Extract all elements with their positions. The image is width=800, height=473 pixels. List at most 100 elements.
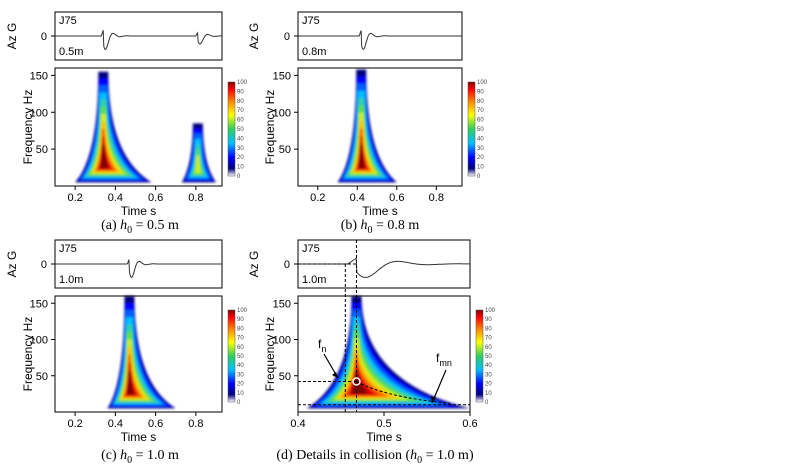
panel-caption: (b) h0 = 0.8 m (341, 218, 420, 236)
panel-caption: (d) Details in collision (h0 = 1.0 m) (276, 448, 474, 466)
time-axis-label: Time s (121, 204, 157, 218)
spectrogram-frame (54, 67, 223, 187)
spectrogram-blobs (107, 296, 176, 409)
caption-var: h (120, 448, 127, 463)
frequency-axis-label: Frequency Hz (263, 90, 277, 165)
caption-prefix: (a) (101, 218, 120, 233)
sensor-label: J75 (302, 243, 320, 255)
xtick-label: 0.8 (429, 192, 444, 204)
colorbar-tick-label: 30 (485, 372, 492, 378)
colorbar-tick-label: 0 (237, 400, 241, 406)
caption-sub: 0 (368, 225, 373, 236)
xtick-label: 0.6 (148, 192, 163, 204)
fn-sub: n (321, 344, 326, 354)
caption-rest: = 1.0 m) (422, 448, 474, 463)
xtick-label: 0.4 (350, 192, 365, 204)
height-tag: 0.5m (59, 46, 83, 58)
wave-ytick-label: 0 (284, 31, 290, 43)
colorbar-tick-label: 10 (237, 391, 244, 397)
colorbar-tick-label: 60 (237, 345, 244, 351)
height-tag: 0.8m (302, 46, 326, 58)
sensor-label: J75 (302, 15, 320, 27)
blob-0-level-10 (100, 145, 109, 169)
ytick-label: 150 (273, 70, 291, 82)
xtick-label: 0.8 (188, 418, 203, 430)
xtick-label: 0.6 (389, 192, 404, 204)
colorbar (227, 309, 236, 403)
ytick-label: 100 (30, 107, 48, 119)
frequency-axis-label: Frequency Hz (21, 90, 35, 165)
colorbar (467, 81, 476, 177)
colorbar-tick-label: 100 (237, 308, 248, 314)
waveform-line (55, 259, 222, 278)
colorbar-tick-label: 90 (485, 317, 492, 323)
decay-curve (356, 381, 451, 404)
colorbar-tick-label: 60 (237, 118, 244, 124)
colorbar-tick-label: 70 (477, 108, 484, 114)
colorbar-tick-label: 0 (477, 174, 481, 180)
xtick-label: 0.4 (290, 418, 305, 430)
xtick-label: 0.5 (376, 418, 391, 430)
wave-ytick-label: 0 (284, 259, 290, 271)
colorbar-tick-label: 100 (477, 80, 488, 86)
caption-var: h (410, 448, 417, 463)
blob-1-level-6 (195, 155, 201, 174)
fmn-sub: mn (439, 358, 452, 368)
sensor-label: J75 (59, 15, 77, 27)
caption-sub: 0 (127, 225, 132, 236)
colorbar-tick-label: 80 (477, 99, 484, 105)
caption-sub: 0 (417, 455, 422, 466)
fmn-label: fmn (436, 351, 452, 368)
colorbar-tick-label: 50 (237, 127, 244, 133)
fmn-main: f (436, 351, 440, 365)
caption-var: h (361, 218, 368, 233)
waveform-line (298, 30, 462, 50)
colorbar-tick-label: 70 (237, 336, 244, 342)
colorbar-tick-label: 80 (485, 326, 492, 332)
ytick-label: 50 (279, 371, 291, 383)
caption-rest: = 0.5 m (132, 218, 179, 233)
colorbar-tick-label: 50 (477, 127, 484, 133)
caption-rest: = 1.0 m (132, 448, 179, 463)
caption-sub: 0 (127, 455, 132, 466)
colorbar-tick-label: 10 (477, 165, 484, 171)
xtick-label: 0.6 (148, 418, 163, 430)
colorbar-tick-label: 90 (477, 89, 484, 95)
ytick-label: 100 (273, 107, 291, 119)
fn-main: f (318, 337, 322, 351)
frequency-axis-label: Frequency Hz (263, 317, 277, 392)
colorbar-tick-label: 20 (237, 382, 244, 388)
colorbar-tick-label: 60 (485, 345, 492, 351)
colorbar-tick-label: 30 (477, 146, 484, 152)
accel-label: Az G (5, 23, 19, 50)
blob-0-level-10 (358, 144, 366, 169)
colorbar-tick-label: 70 (485, 336, 492, 342)
colorbar-tick-label: 60 (477, 118, 484, 124)
colorbar-tick-label: 80 (237, 326, 244, 332)
colorbar-tick-label: 40 (485, 363, 492, 369)
height-tag: 1.0m (59, 274, 83, 286)
colorbar-tick-label: 0 (485, 400, 489, 406)
frequency-axis-label: Frequency Hz (21, 317, 35, 392)
wave-ytick-label: 0 (41, 259, 47, 271)
caption-var: h (120, 218, 127, 233)
accel-label: Az G (5, 251, 19, 278)
xtick-label: 0.8 (188, 192, 203, 204)
panel-caption: (c) h0 = 1.0 m (101, 448, 179, 466)
colorbar-tick-label: 40 (237, 136, 244, 142)
wave-ytick-label: 0 (41, 31, 47, 43)
colorbar-tick-label: 80 (237, 99, 244, 105)
fn-marker (352, 377, 361, 386)
colorbar-tick-label: 50 (237, 354, 244, 360)
colorbar-tick-label: 30 (237, 146, 244, 152)
colorbar-tick-label: 20 (237, 155, 244, 161)
xtick-label: 0.2 (67, 418, 82, 430)
xtick-label: 0.6 (462, 418, 477, 430)
colorbar-tick-label: 100 (237, 80, 248, 86)
colorbar-tick-label: 50 (485, 354, 492, 360)
colorbar-tick-label: 40 (477, 136, 484, 142)
colorbar-tick-label: 30 (237, 372, 244, 378)
